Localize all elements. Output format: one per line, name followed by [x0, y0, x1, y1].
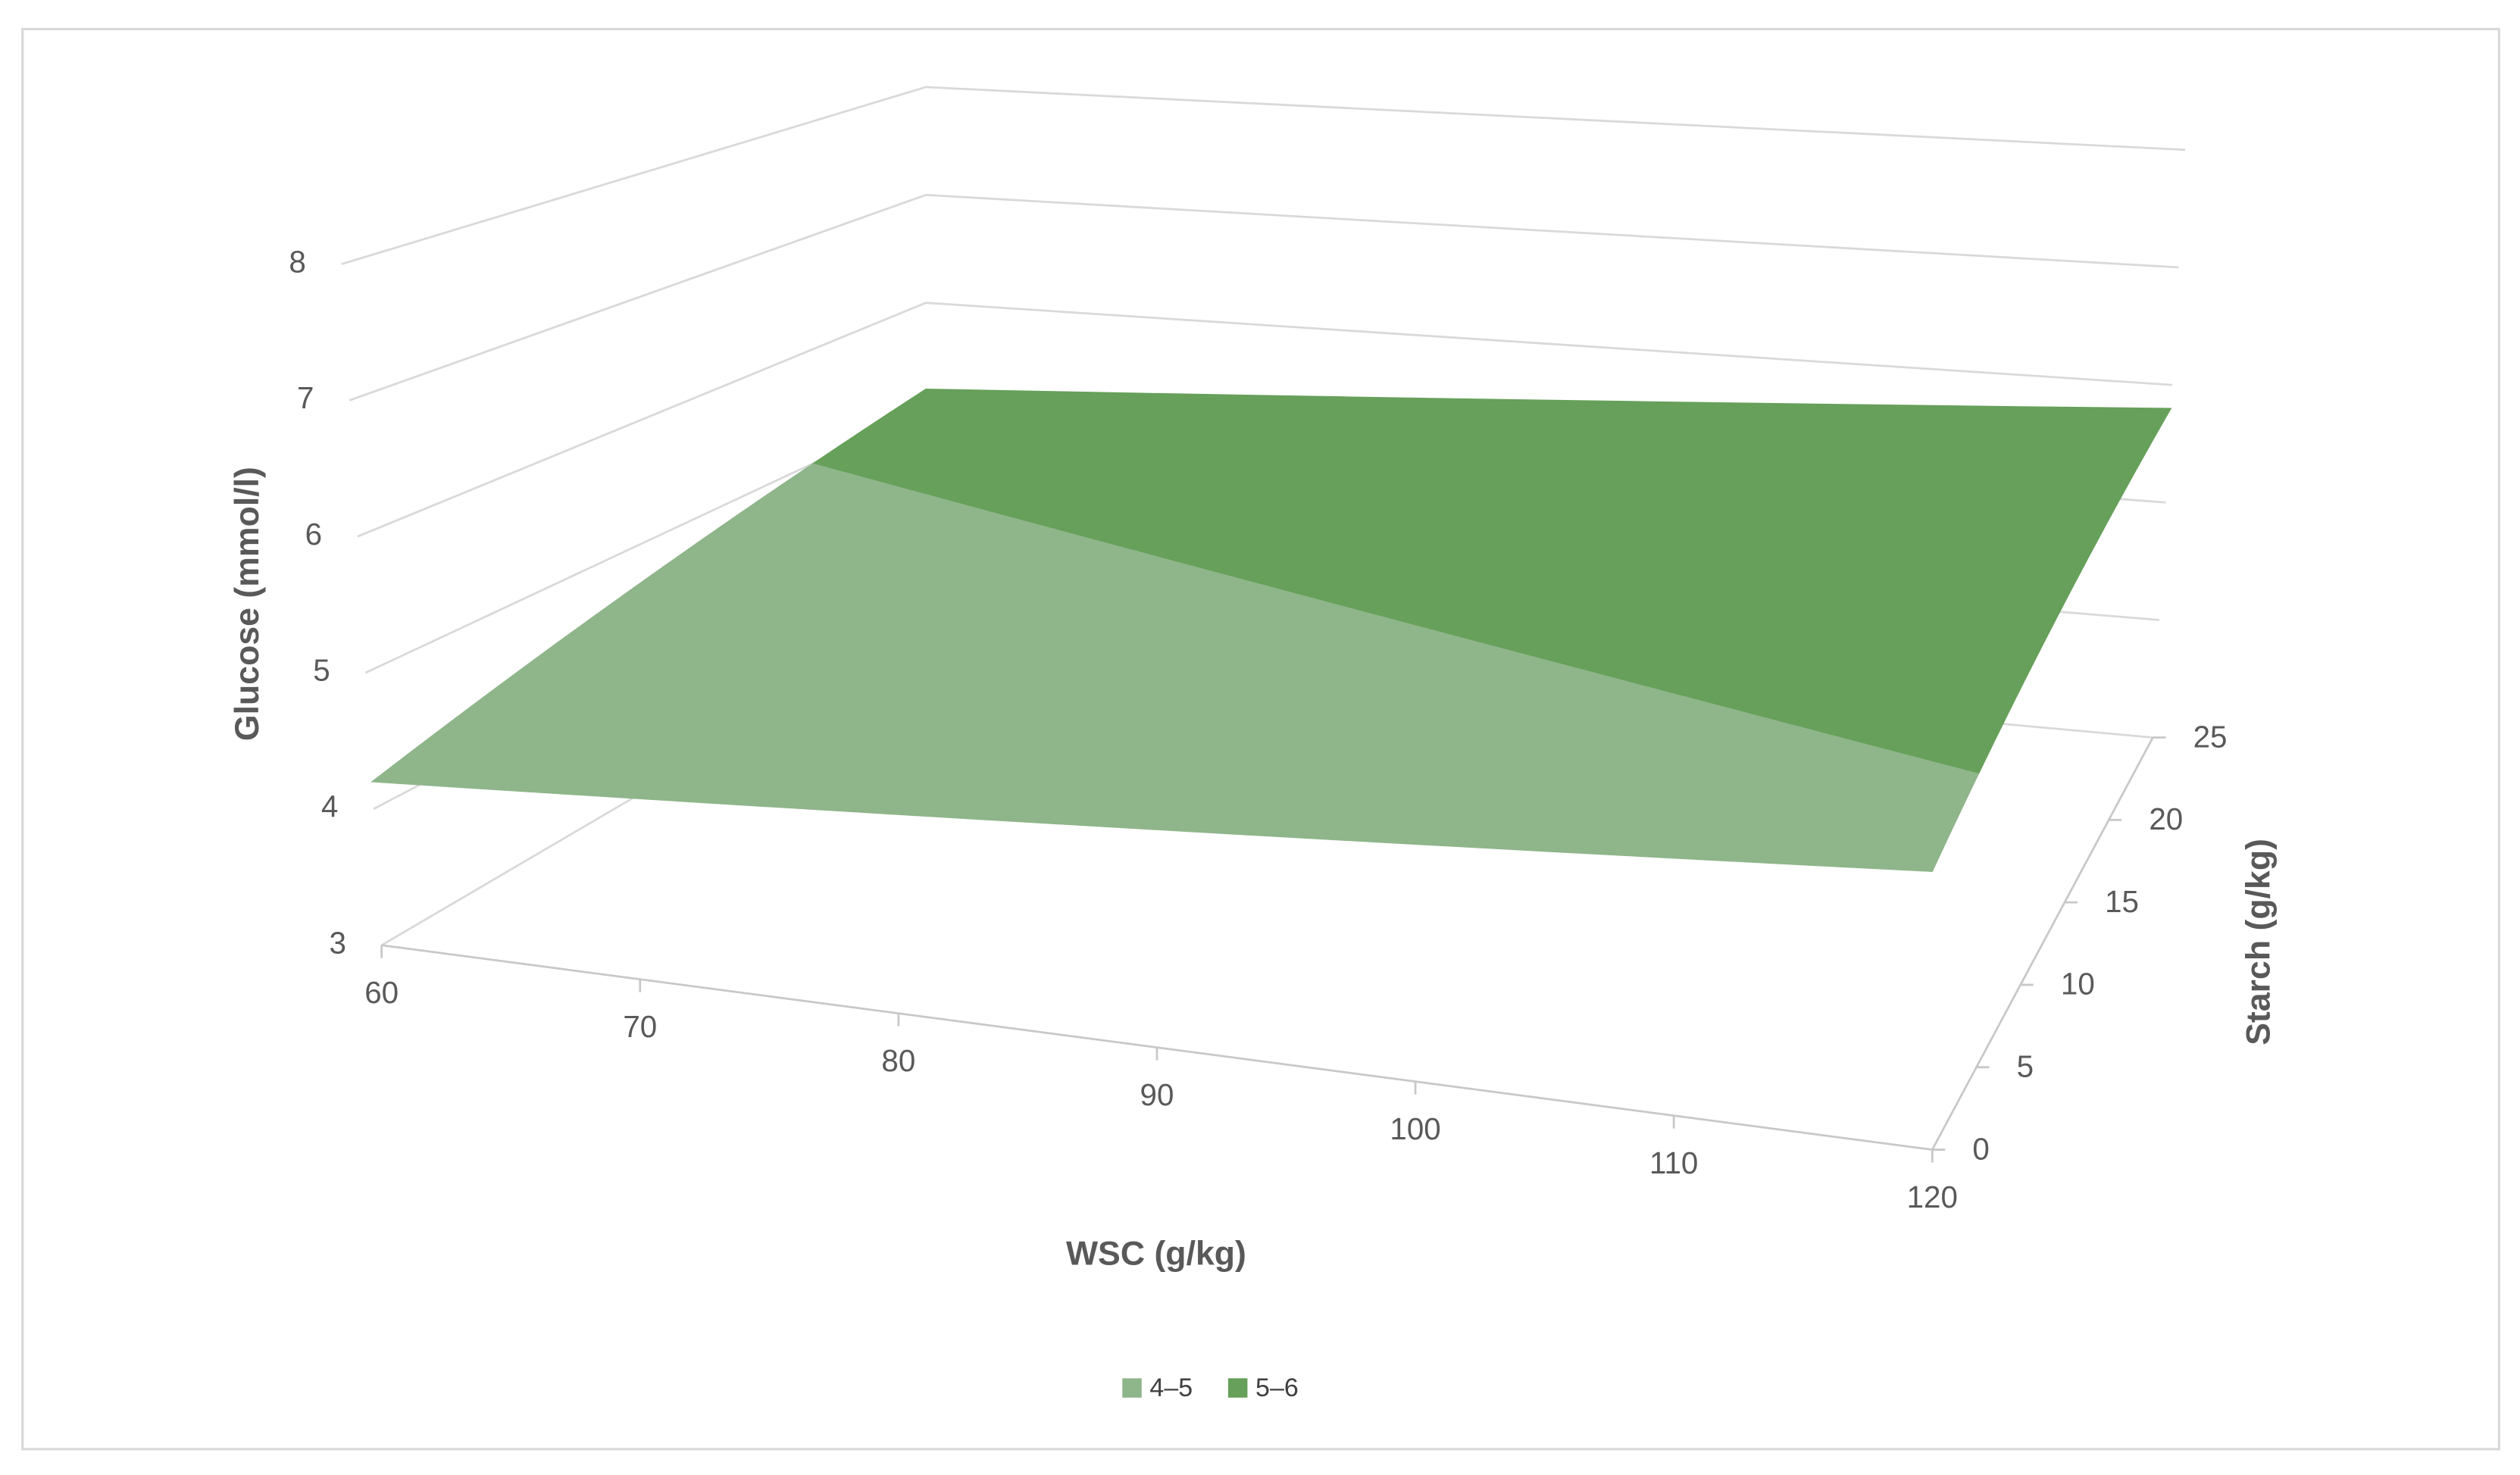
legend-swatch	[1122, 1378, 1142, 1398]
surface-band	[812, 388, 2172, 774]
x-tick-label: 90	[1140, 1077, 1174, 1112]
z-tick-label: 8	[289, 244, 305, 279]
z-tick-label: 7	[297, 380, 314, 415]
legend-swatch	[1227, 1378, 1248, 1398]
y-tick-label: 15	[2105, 884, 2139, 919]
surface	[370, 388, 2172, 872]
grid-line	[341, 86, 927, 266]
grid-line	[925, 302, 2173, 386]
x-tick-label: 100	[1390, 1111, 1440, 1146]
z-tick-label: 3	[329, 925, 345, 960]
x-tick-label: 110	[1649, 1145, 1698, 1180]
z-tick-label: 5	[313, 653, 330, 688]
legend-label: 5–6	[1255, 1373, 1299, 1402]
y-tick-label: 0	[1972, 1131, 1989, 1166]
z-axis-title: Glucose (mmol/l)	[229, 467, 266, 741]
y-tick-label: 5	[2017, 1049, 2034, 1084]
grid-line	[349, 193, 927, 402]
x-tick-label: 70	[623, 1009, 657, 1044]
x-tick-label: 60	[364, 975, 399, 1010]
grid-line	[925, 86, 2186, 152]
legend-label: 4–5	[1149, 1373, 1193, 1402]
axis-line	[1931, 736, 2154, 1151]
y-axis-title: Starch (g/kg)	[2240, 839, 2278, 1045]
y-tick-label: 10	[2061, 967, 2095, 1002]
labels: WSC (g/kg) Starch (g/kg) Glucose (mmol/l…	[229, 244, 2277, 1402]
y-tick-label: 25	[2193, 719, 2228, 754]
x-tick-label: 80	[881, 1043, 915, 1078]
x-tick-label: 120	[1907, 1180, 1958, 1214]
z-tick-label: 4	[321, 789, 338, 824]
z-tick-label: 6	[305, 517, 322, 552]
grid-line	[925, 193, 2179, 269]
x-axis-title: WSC (g/kg)	[1066, 1236, 1246, 1273]
y-tick-label: 20	[2149, 802, 2183, 836]
grid-line	[357, 302, 927, 538]
